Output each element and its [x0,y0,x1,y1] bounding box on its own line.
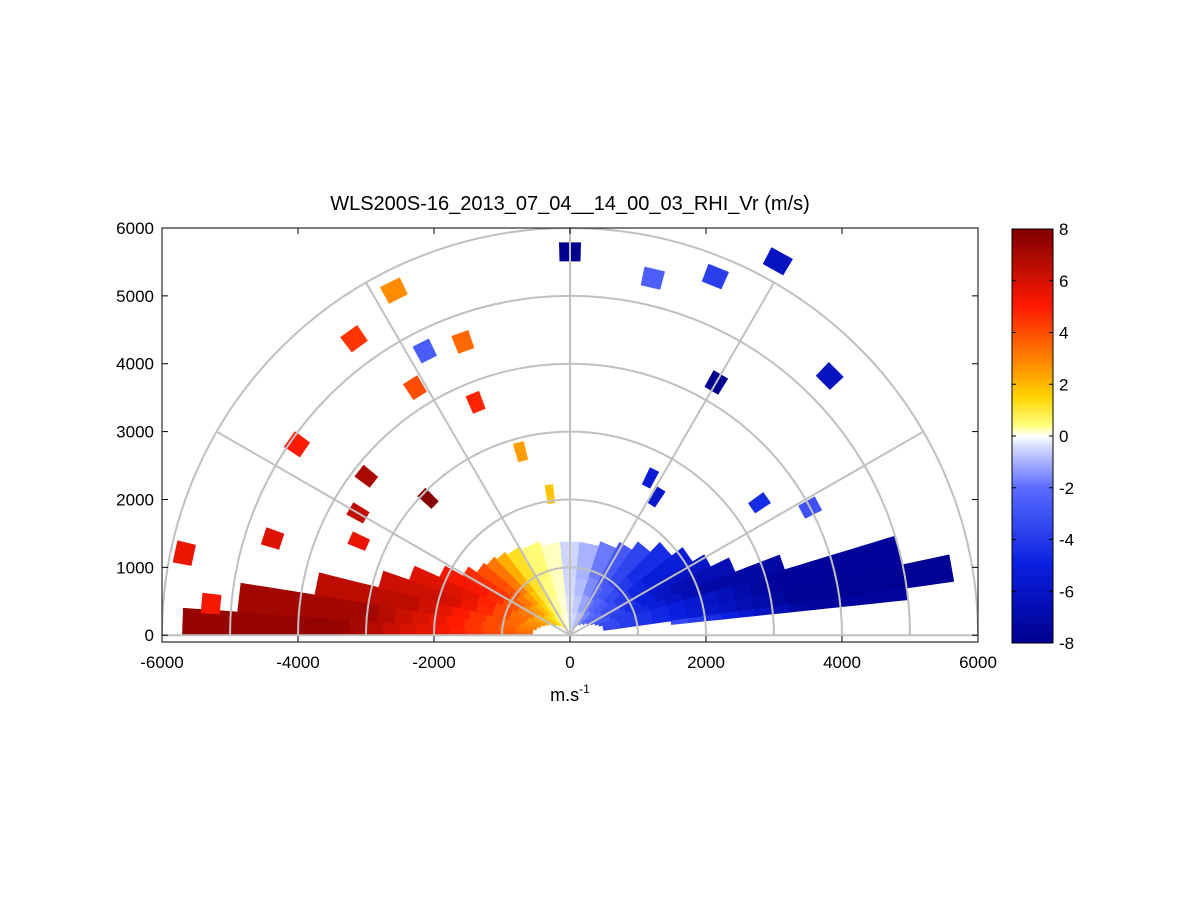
velocity-gate [800,582,821,603]
velocity-gate [932,554,955,585]
azimuth-spoke [569,282,775,636]
velocity-gate [512,441,529,463]
polar-grid [162,228,978,637]
colorbar-tick-label: -6 [1059,582,1074,601]
velocity-gate [855,592,875,606]
velocity-gate [378,570,400,592]
velocity-gate [354,464,379,488]
azimuth-spoke [216,430,571,637]
y-tick-label: 0 [145,626,154,645]
velocity-gate [408,565,432,587]
velocity-gate [172,540,196,566]
x-tick-label: 6000 [959,653,997,672]
velocity-gate [376,604,396,624]
velocity-gate [647,486,666,508]
velocity-gate [365,620,384,636]
velocity-gate [415,624,434,636]
velocity-gate [544,484,556,505]
x-axis-ticks: -6000 -4000 -2000 0 2000 4000 6000 [140,228,997,672]
azimuth-spoke [365,282,571,636]
velocity-gate [232,611,251,636]
velocity-gate [641,467,660,489]
x-tick-label: -2000 [412,653,455,672]
velocity-gate [462,566,484,585]
velocity-gate [439,565,461,585]
velocity-gate [640,266,665,290]
colorbar-tick-label: 0 [1059,427,1068,446]
velocity-gate [382,621,400,636]
velocity-gate [182,607,201,636]
colorbar-tick-label: 4 [1059,324,1068,343]
velocity-gate [237,582,259,614]
colorbar-tick-label: 6 [1059,272,1068,291]
colorbar: 8 6 4 2 0 -2 -4 -6 -8 [1011,220,1074,653]
x-axis-label: m.s-1 [550,682,590,705]
y-tick-label: 5000 [116,287,154,306]
velocity-gate [465,390,486,414]
velocity-gate [762,247,793,276]
colorbar-tick-label: -2 [1059,479,1074,498]
colorbar-scale [1011,228,1054,644]
x-tick-label: 0 [565,653,574,672]
velocity-gate [298,616,317,636]
azimuth-spoke [569,430,924,637]
velocity-field [172,242,955,636]
velocity-gate [348,619,367,636]
y-tick-label: 6000 [116,219,154,238]
velocity-gate [315,617,334,636]
y-tick-label: 1000 [116,558,154,577]
velocity-gate [324,596,345,620]
velocity-gate [340,325,368,353]
y-tick-label: 3000 [116,423,154,442]
velocity-gate [889,587,909,602]
velocity-gate [784,585,805,606]
y-tick-label: 2000 [116,490,154,509]
velocity-gate [451,330,475,354]
velocity-gate [200,592,222,615]
velocity-gate [402,375,427,401]
velocity-gate [306,593,328,619]
velocity-gate [839,594,858,608]
y-tick-label: 4000 [116,355,154,374]
velocity-gate [398,622,417,636]
velocity-gate [314,572,337,598]
velocity-gate [283,431,311,458]
velocity-gate [701,263,729,290]
colorbar-tick-label: -4 [1059,531,1074,550]
velocity-gate [417,487,439,509]
velocity-gate [347,531,371,551]
velocity-gate [271,588,293,616]
velocity-gate [748,492,771,514]
velocity-gate [248,612,267,636]
plot-area: -6000 -4000 -2000 0 2000 4000 6000 0 1000 2000 30… [116,219,997,672]
x-tick-label: 2000 [687,653,725,672]
velocity-gate [379,277,408,304]
colorbar-tick-label: -8 [1059,634,1074,653]
velocity-gate [265,613,284,636]
colorbar-tick-label: 2 [1059,375,1068,394]
velocity-gate [254,585,276,615]
colorbar-ticks: 8 6 4 2 0 -2 -4 -6 -8 [1012,220,1074,653]
velocity-gate [260,527,285,550]
x-tick-label: -6000 [140,653,183,672]
x-tick-label: 4000 [823,653,861,672]
y-axis-ticks: 0 1000 2000 3000 4000 5000 6000 [116,219,978,645]
x-tick-label: -4000 [276,653,319,672]
velocity-gate [412,338,437,364]
chart-title: WLS200S-16_2013_07_04__14_00_03_RHI_Vr (… [330,193,810,215]
velocity-gate [332,618,351,636]
velocity-gate [872,589,892,604]
velocity-gate [815,362,844,390]
colorbar-tick-label: 8 [1059,220,1068,239]
velocity-gate [341,599,362,621]
